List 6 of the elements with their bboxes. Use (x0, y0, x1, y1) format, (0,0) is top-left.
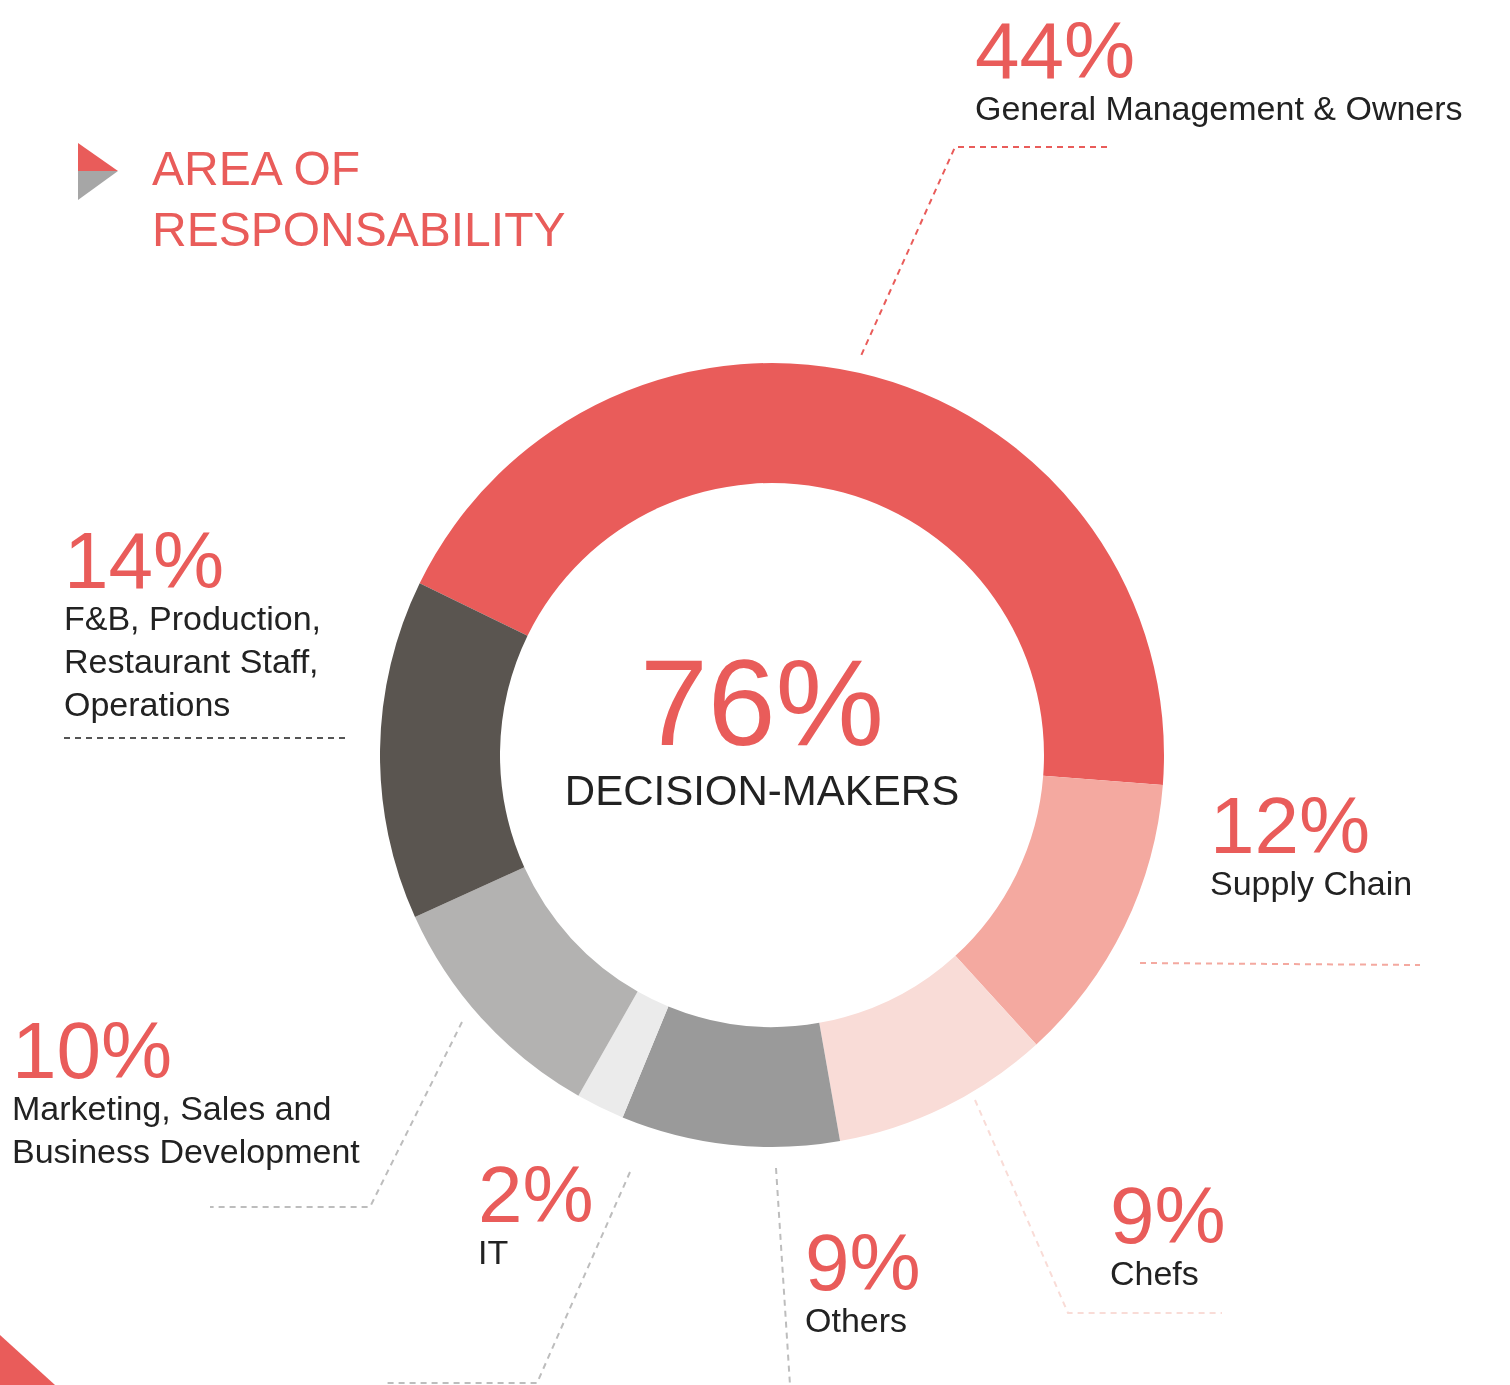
donut-slice (380, 583, 528, 917)
donut-slice (415, 867, 638, 1096)
donut-slice (622, 1006, 841, 1147)
donut-slice (819, 955, 1037, 1142)
donut-slice (578, 991, 669, 1118)
text: AREA OF RESPONSABILITY (152, 142, 566, 256)
